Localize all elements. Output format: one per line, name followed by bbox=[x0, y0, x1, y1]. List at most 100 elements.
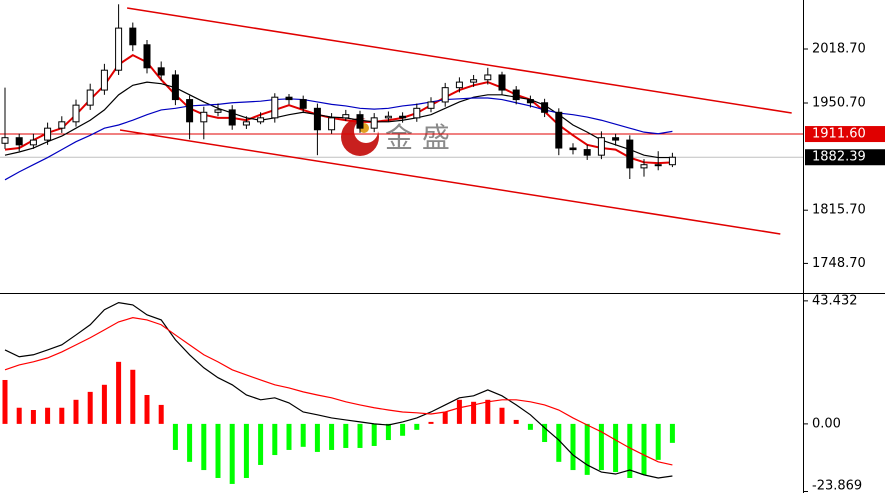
candle-body bbox=[384, 115, 392, 119]
candle-body bbox=[541, 102, 549, 113]
price-label: 1911.60 bbox=[812, 127, 866, 142]
histogram-bar bbox=[414, 423, 420, 430]
y-tick-label: 1748.70 bbox=[812, 256, 866, 271]
candle-body bbox=[427, 101, 435, 109]
histogram-bar bbox=[456, 399, 462, 424]
histogram-bar bbox=[201, 423, 207, 471]
candle-body bbox=[399, 115, 407, 119]
candle-body bbox=[257, 117, 265, 123]
candle-body bbox=[157, 67, 165, 76]
histogram-bar bbox=[641, 423, 647, 475]
candle-body bbox=[72, 104, 80, 123]
candle-body bbox=[271, 96, 279, 119]
histogram-bar bbox=[45, 407, 51, 424]
candle-body bbox=[171, 74, 179, 101]
histogram-bar bbox=[101, 384, 107, 424]
candle-body bbox=[115, 27, 123, 71]
price-label: 1882.39 bbox=[812, 150, 866, 165]
candle-body bbox=[413, 107, 421, 119]
y-tick-label: 1815.70 bbox=[812, 203, 866, 218]
histogram-bar bbox=[442, 411, 448, 424]
histogram-bar bbox=[2, 379, 8, 424]
histogram-bar bbox=[655, 423, 661, 460]
histogram-bar bbox=[30, 410, 36, 424]
histogram-bar bbox=[116, 361, 122, 424]
histogram-bar bbox=[527, 423, 533, 430]
candle-body bbox=[129, 27, 137, 46]
y-tick-label: 2018.70 bbox=[812, 41, 866, 56]
candle-body bbox=[58, 121, 66, 129]
candle-body bbox=[356, 114, 364, 129]
candle-body bbox=[200, 111, 208, 123]
histogram-bar bbox=[73, 399, 79, 424]
candle-body bbox=[612, 137, 620, 141]
candle-body bbox=[626, 139, 634, 169]
price-label-box bbox=[805, 149, 885, 166]
candle-body bbox=[583, 149, 591, 156]
histogram-bar bbox=[400, 423, 406, 436]
line-series bbox=[4, 317, 673, 466]
candle-body bbox=[654, 164, 662, 167]
candle-body bbox=[186, 99, 194, 123]
histogram-bar bbox=[272, 423, 278, 456]
histogram-bar bbox=[243, 423, 249, 478]
candle-body bbox=[285, 96, 293, 101]
candle-body bbox=[1, 137, 9, 144]
histogram-bar bbox=[87, 391, 93, 424]
channel-line bbox=[119, 129, 781, 235]
histogram-bar bbox=[584, 423, 590, 475]
candle-body bbox=[569, 147, 577, 151]
y-tick-label: 43.432 bbox=[812, 293, 858, 308]
candle-body bbox=[100, 69, 108, 91]
candle-body bbox=[342, 114, 350, 119]
candle-body bbox=[242, 121, 250, 126]
candle-body bbox=[455, 81, 463, 89]
histogram-bar bbox=[357, 423, 363, 448]
histogram-bar bbox=[258, 423, 264, 465]
histogram-bar bbox=[329, 423, 335, 450]
histogram-bar bbox=[16, 407, 22, 424]
histogram-bar bbox=[542, 423, 548, 443]
candle-body bbox=[441, 87, 449, 103]
histogram-bar bbox=[130, 369, 136, 424]
candle-body bbox=[484, 74, 492, 81]
histogram-bar bbox=[613, 423, 619, 473]
histogram-bar bbox=[300, 423, 306, 447]
line-series bbox=[4, 302, 673, 479]
watermark: 金 盛 bbox=[385, 121, 450, 154]
candle-body bbox=[29, 139, 37, 146]
histogram-bar bbox=[428, 421, 434, 424]
histogram-bar bbox=[499, 407, 505, 424]
histogram-bar bbox=[187, 423, 193, 462]
histogram-bar bbox=[385, 423, 391, 441]
candle-body bbox=[313, 107, 321, 131]
histogram-bar bbox=[627, 423, 633, 478]
candle-body bbox=[228, 109, 236, 126]
histogram-bar bbox=[371, 423, 377, 446]
histogram-bar bbox=[286, 423, 292, 450]
histogram-bar bbox=[598, 423, 604, 471]
candle-body bbox=[299, 99, 307, 109]
histogram-bar bbox=[485, 399, 491, 424]
histogram-bar bbox=[513, 419, 519, 424]
histogram-bar bbox=[172, 423, 178, 450]
candle-body bbox=[44, 127, 52, 141]
histogram-bar bbox=[556, 423, 562, 462]
y-tick-label: 0.00 bbox=[812, 416, 841, 431]
y-tick-label: 1950.70 bbox=[812, 95, 866, 110]
price-label-box bbox=[805, 126, 885, 143]
candle-body bbox=[328, 117, 336, 131]
candle-body bbox=[214, 109, 222, 113]
histogram-bar bbox=[215, 423, 221, 478]
histogram-bar bbox=[314, 423, 320, 452]
histogram-bar bbox=[343, 423, 349, 448]
candle-body bbox=[668, 156, 676, 166]
candle-body bbox=[370, 117, 378, 129]
histogram-bar bbox=[669, 423, 675, 443]
candle-body bbox=[555, 111, 563, 149]
histogram-bar bbox=[59, 407, 65, 424]
candle-body bbox=[498, 74, 506, 91]
histogram-bar bbox=[158, 404, 164, 424]
candle-body bbox=[597, 137, 605, 156]
